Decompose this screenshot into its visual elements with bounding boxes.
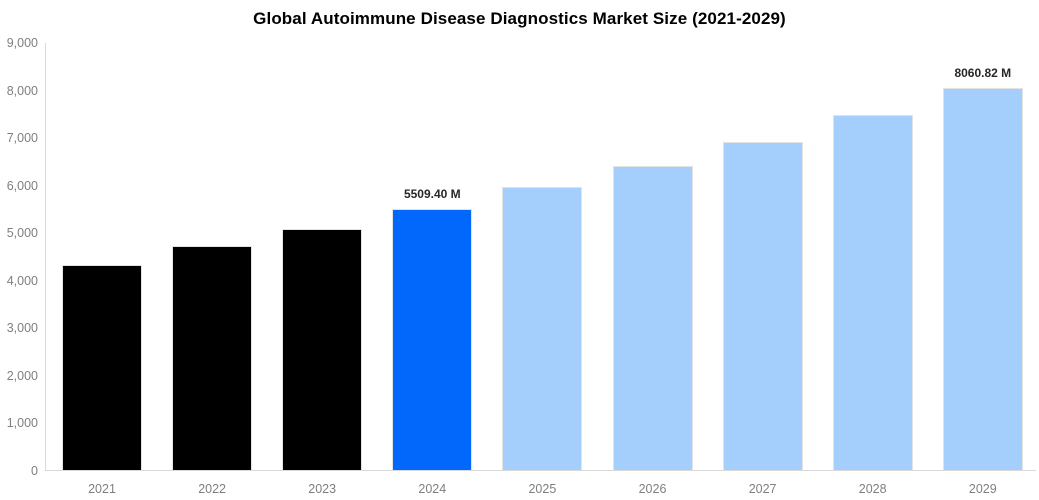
y-tick-label: 4,000: [6, 273, 38, 288]
y-tick-label: 7,000: [6, 131, 38, 145]
y-tick-label: 3,000: [6, 321, 38, 335]
bar-2029: [942, 87, 1023, 470]
bar-2027: [722, 141, 803, 470]
y-tick-label: 6,000: [6, 178, 38, 193]
bar-2025: [502, 187, 583, 470]
chart-title: Global Autoimmune Disease Diagnostics Ma…: [253, 9, 786, 28]
x-tick-label-2024: 2024: [418, 482, 447, 496]
bar-2023: [282, 228, 363, 470]
y-tick-label: 9,000: [6, 36, 38, 50]
y-tick-label: 8,000: [6, 83, 38, 98]
x-tick-label-2028: 2028: [858, 482, 887, 496]
bar-2026: [612, 165, 693, 470]
y-tick-label: 2,000: [6, 368, 38, 383]
x-tick-label-2026: 2026: [638, 482, 667, 496]
y-tick-label: 1,000: [6, 416, 38, 430]
x-tick-label-2022: 2022: [198, 482, 226, 496]
x-tick-label-2025: 2025: [528, 482, 557, 496]
bar-2022: [172, 246, 253, 470]
bar-2028: [832, 114, 913, 470]
x-tick-label-2029: 2029: [968, 482, 997, 496]
plot-area: 2021 2022 2023 2024 5509.40 M 2025 2026 2027 202…: [45, 43, 1036, 496]
x-tick-label-2021: 2021: [88, 482, 116, 496]
bar-value-label-2024: 5509.40 M: [403, 186, 461, 201]
bar-2024: [392, 208, 473, 470]
x-tick-label-2027: 2027: [748, 482, 777, 496]
y-tick-label: 5,000: [6, 226, 38, 240]
bar-2021: [62, 265, 142, 470]
bar-value-label-2029: 8060.82 M: [954, 65, 1012, 80]
y-tick-label: 0: [31, 463, 38, 478]
x-tick-label-2023: 2023: [308, 482, 337, 496]
